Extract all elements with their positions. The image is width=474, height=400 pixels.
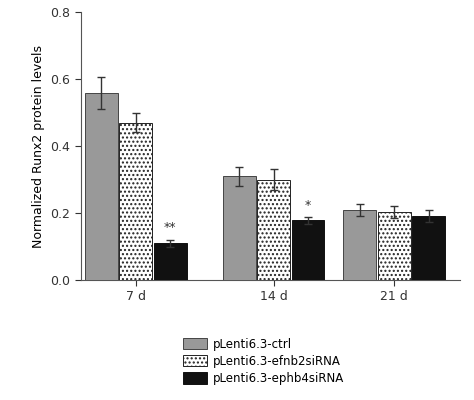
Y-axis label: Normalized Runx2 protein levels: Normalized Runx2 protein levels xyxy=(32,44,45,248)
Bar xyxy=(292,220,325,280)
Text: *: * xyxy=(305,199,311,212)
Bar xyxy=(378,212,410,280)
Bar xyxy=(223,176,255,280)
Bar xyxy=(154,243,187,280)
Bar xyxy=(344,210,376,280)
Bar xyxy=(412,216,445,280)
Legend: pLenti6.3-ctrl, pLenti6.3-efnb2siRNA, pLenti6.3-ephb4siRNA: pLenti6.3-ctrl, pLenti6.3-efnb2siRNA, pL… xyxy=(180,334,348,388)
Bar xyxy=(85,93,118,280)
Bar xyxy=(257,180,290,280)
Text: **: ** xyxy=(164,222,176,234)
Bar xyxy=(119,122,152,280)
